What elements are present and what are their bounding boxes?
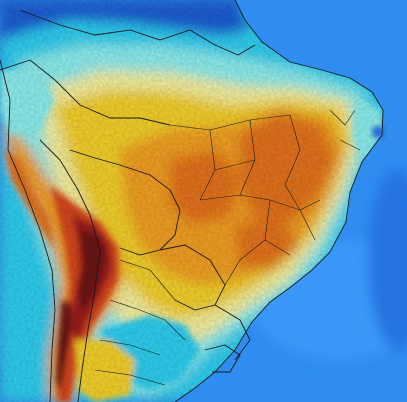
coastline [174, 0, 384, 402]
states-brazil [169, 109, 361, 286]
border-peru-chile [39, 139, 91, 216]
borders [0, 0, 384, 402]
border-uruguay [204, 344, 241, 373]
northern-borders [19, 9, 256, 56]
west-coast [0, 59, 11, 151]
border-amazon-west [0, 59, 171, 126]
border-bolivia [69, 149, 181, 256]
chile-coast [7, 149, 56, 402]
border-chile-argentina [77, 214, 101, 402]
ne-coast-blue-spot [372, 126, 384, 138]
provinces-argentina [94, 259, 186, 386]
border-argentina-brazil [214, 304, 251, 361]
